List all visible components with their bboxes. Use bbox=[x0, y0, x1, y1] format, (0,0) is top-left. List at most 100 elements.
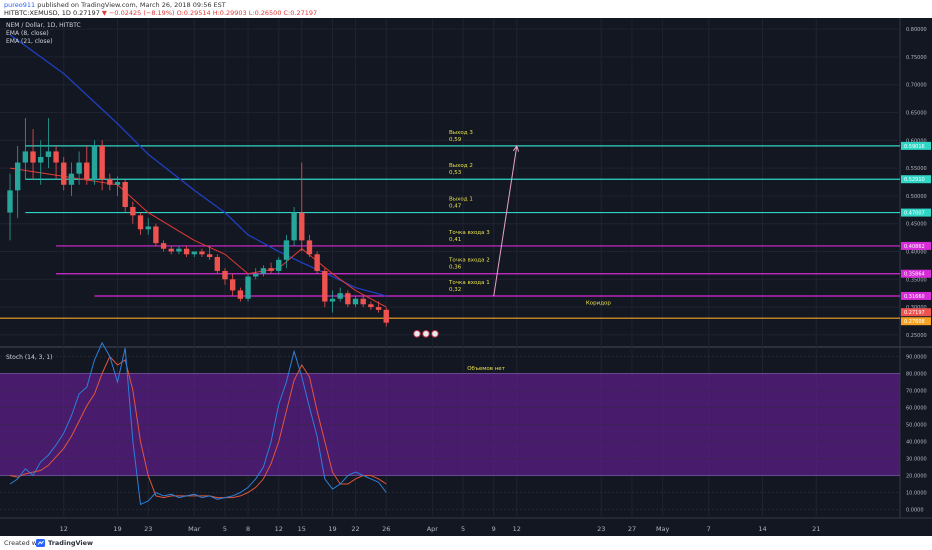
symbol-line: HITBTC:XEMUSD, 1D 0.27197 bbox=[4, 9, 100, 17]
level-value: 0,32 bbox=[449, 287, 461, 293]
stoch-annotation: Объемов нет bbox=[467, 366, 505, 372]
candle-body bbox=[375, 307, 382, 310]
stoch-tick-label: 0.0000 bbox=[906, 508, 924, 514]
candle-body bbox=[7, 190, 13, 213]
price-tick-label: 0.80000 bbox=[906, 27, 927, 33]
stoch-tick-label: 90.0000 bbox=[906, 355, 927, 361]
ema-fast-legend: EMA (8, close) bbox=[6, 30, 49, 37]
symbol-info: HITBTC:XEMUSD, 1D 0.27197 ▼ −0.02425 (−8… bbox=[4, 9, 317, 17]
corridor-label: Коридор bbox=[586, 300, 612, 306]
candle-body bbox=[329, 298, 336, 302]
candle-body bbox=[337, 293, 343, 299]
candle-body bbox=[206, 254, 213, 258]
price-change: ▼ −0.02425 (−8.19%) bbox=[101, 9, 175, 17]
candle-body bbox=[352, 298, 359, 305]
event-marker-icon bbox=[431, 329, 439, 338]
tradingview-brand: TradingView bbox=[48, 539, 94, 547]
candle-body bbox=[260, 268, 267, 274]
candle-body bbox=[360, 298, 366, 305]
time-tick-label: Mar bbox=[188, 525, 201, 533]
ema-slow-line bbox=[9, 34, 387, 297]
candle-body bbox=[322, 270, 328, 302]
stoch-tick-label: 60.0000 bbox=[906, 406, 927, 412]
price-tick-label: 0.65000 bbox=[906, 111, 927, 117]
stoch-tick-label: 20.0000 bbox=[906, 474, 927, 480]
footer: Created with TradingView bbox=[0, 536, 932, 550]
corridor-price-tag-text: 0.27608 bbox=[904, 319, 925, 325]
candle-body bbox=[14, 162, 21, 191]
level-price-tag bbox=[901, 241, 931, 250]
candle-body bbox=[53, 151, 59, 163]
time-tick-label: 9 bbox=[492, 525, 496, 533]
stoch-tick-label: 50.0000 bbox=[906, 423, 927, 429]
time-tick-label: Apr bbox=[427, 525, 439, 533]
ema-slow-legend: EMA (21, close) bbox=[6, 38, 53, 45]
candle-body bbox=[122, 182, 128, 208]
level-name: Точка входа 2 bbox=[448, 258, 490, 264]
candle-body bbox=[191, 251, 197, 255]
candle-body bbox=[214, 257, 221, 271]
level-name: Выход 3 bbox=[449, 130, 473, 136]
time-tick-label: 12 bbox=[275, 525, 283, 533]
price-tick-label: 0.50000 bbox=[906, 194, 927, 200]
candle-body bbox=[145, 226, 151, 230]
time-tick-label: 19 bbox=[328, 525, 336, 533]
candle-body bbox=[38, 156, 44, 163]
candle-body bbox=[84, 162, 90, 180]
candle-body bbox=[383, 309, 389, 323]
stoch-tick-label: 10.0000 bbox=[906, 491, 927, 497]
time-tick-label: 21 bbox=[812, 525, 820, 533]
level-price-tag-text: 0.52910 bbox=[904, 177, 925, 183]
candle-body bbox=[314, 254, 320, 271]
level-value: 0,59 bbox=[449, 137, 462, 143]
candle-body bbox=[22, 151, 29, 163]
candle-body bbox=[68, 173, 75, 185]
time-tick-label: 27 bbox=[628, 525, 636, 533]
time-tick-label: May bbox=[656, 525, 670, 533]
level-price-tag bbox=[901, 208, 931, 217]
price-tick-label: 0.40000 bbox=[906, 249, 927, 255]
stoch-tick-label: 30.0000 bbox=[906, 457, 927, 463]
candle-body bbox=[222, 270, 228, 280]
candle-body bbox=[137, 215, 144, 230]
level-price-tag bbox=[901, 175, 931, 184]
time-tick-label: 8 bbox=[246, 525, 250, 533]
candle-body bbox=[114, 182, 121, 185]
price-tick-label: 0.35000 bbox=[906, 277, 927, 283]
candle-body bbox=[91, 145, 98, 180]
target-arrow bbox=[493, 145, 518, 297]
candle-body bbox=[276, 259, 282, 271]
stoch-tick-label: 80.0000 bbox=[906, 372, 927, 378]
time-tick-label: 19 bbox=[113, 525, 121, 533]
publish-text: published on TradingView.com, March 26, … bbox=[35, 1, 226, 9]
candle-body bbox=[291, 212, 297, 241]
candle-body bbox=[199, 251, 205, 255]
candle-body bbox=[299, 212, 305, 241]
candle-body bbox=[99, 145, 105, 180]
level-name: Точка входа 3 bbox=[448, 230, 490, 236]
time-tick-label: 26 bbox=[382, 525, 390, 533]
time-tick-label: 5 bbox=[461, 525, 465, 533]
candle-body bbox=[368, 304, 374, 308]
event-marker-icon bbox=[422, 329, 430, 338]
time-tick-label: 14 bbox=[758, 525, 766, 533]
candle-body bbox=[130, 207, 136, 216]
price-tick-label: 0.60000 bbox=[906, 138, 927, 144]
price-tick-label: 0.30000 bbox=[906, 305, 927, 311]
candle-body bbox=[183, 248, 190, 255]
publish-header: pureo911 published on TradingView.com, M… bbox=[0, 0, 932, 18]
candle-body bbox=[306, 240, 313, 255]
level-price-tag bbox=[901, 269, 931, 278]
author-link[interactable]: pureo911 bbox=[4, 1, 36, 9]
stoch-title: Stoch (14, 3, 1) bbox=[6, 354, 52, 361]
price-tick-label: 0.25000 bbox=[906, 333, 927, 339]
tradingview-logo-icon bbox=[36, 539, 45, 547]
current-price-tag-text: 0.27197 bbox=[904, 310, 925, 316]
level-value: 0,53 bbox=[449, 170, 462, 176]
time-tick-label: 12 bbox=[513, 525, 521, 533]
price-tick-label: 0.70000 bbox=[906, 83, 927, 89]
chart-canvas[interactable]: 12 19 23 Mar 5 8 12 15 19 22 26 Apr 5 9 12 23 27 May 7 14 21… bbox=[0, 18, 932, 536]
candle-body bbox=[229, 279, 236, 291]
candle-body bbox=[153, 226, 159, 244]
price-tick-label: 0.55000 bbox=[906, 166, 927, 172]
